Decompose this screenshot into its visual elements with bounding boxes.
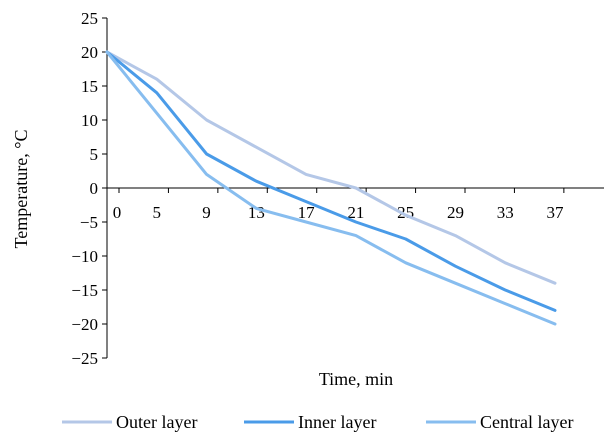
x-tick-label: 37 [547,203,565,222]
series-line-inner-layer [105,50,557,312]
legend: Outer layer Inner layer Central layer [62,412,573,432]
series-line-outer-layer [105,50,557,285]
legend-label: Outer layer [116,412,197,432]
y-tick-label: −5 [80,213,98,232]
y-tick-label: −10 [71,247,98,266]
x-tick-label: 29 [447,203,464,222]
y-tick-label: −15 [71,281,98,300]
x-tick-label: 13 [248,203,265,222]
legend-label: Inner layer [298,412,376,432]
y-tick-label: 15 [81,77,98,96]
y-tick-label: 5 [90,145,99,164]
x-tick-label: 5 [153,203,162,222]
series-line-central-layer [105,50,557,326]
x-tick-label: 9 [202,203,211,222]
y-tick-label: 0 [90,179,99,198]
y-tick-label: −20 [71,315,98,334]
y-tick-label: −25 [71,349,98,368]
x-tick-label: 33 [497,203,514,222]
y-tick-label: 20 [81,43,98,62]
x-tick-label: 17 [298,203,316,222]
legend-label: Central layer [480,412,573,432]
x-axis-title: Time, min [319,369,393,389]
series-group [105,50,557,326]
y-tick-label: 25 [81,9,98,28]
x-tick-label: 0 [113,203,122,222]
y-tick-label: 10 [81,111,98,130]
x-tick-label: 21 [347,203,364,222]
y-axis-title: Temperature, °C [11,130,31,249]
